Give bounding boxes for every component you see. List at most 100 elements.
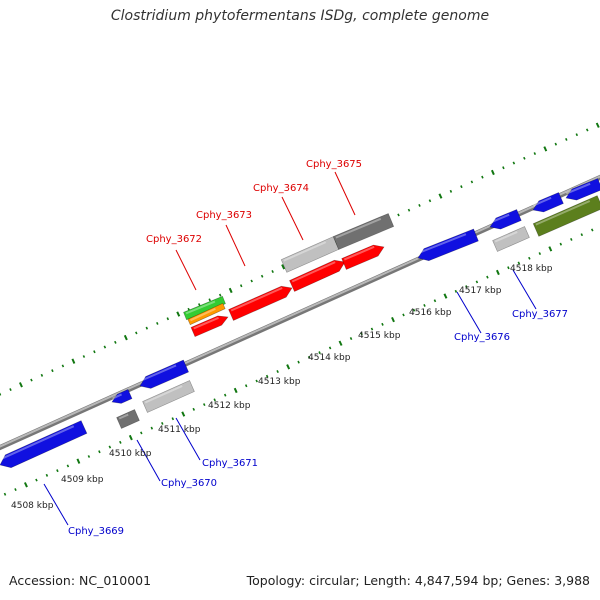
- gene-right-blue-2[interactable]: [565, 178, 600, 201]
- lower-tick: [265, 374, 269, 378]
- scale-label-4511: 4511 kbp: [158, 425, 201, 435]
- gene-cphy-3673[interactable]: [228, 285, 293, 321]
- upper-tick: [554, 142, 558, 146]
- gene-right-blue-1-shine: [532, 196, 552, 207]
- gene-cphy-3670-pseudo[interactable]: [116, 409, 140, 429]
- gene-label-cphy-3669[interactable]: Cphy_3669: [68, 526, 124, 537]
- lower-tick: [140, 431, 143, 435]
- upper-tick: [0, 392, 2, 396]
- upper-tick: [481, 175, 484, 179]
- scale-label-4510: 4510 kbp: [109, 449, 152, 459]
- upper-tick: [166, 317, 170, 321]
- upper-tick: [250, 279, 253, 283]
- upper-tick: [397, 213, 400, 217]
- upper-tick: [9, 388, 12, 392]
- lower-tick: [465, 285, 468, 289]
- lower-tick: [108, 445, 112, 449]
- upper-tick: [585, 128, 589, 132]
- gene-label-cphy-3671[interactable]: Cphy_3671: [202, 458, 258, 469]
- lower-tick: [233, 387, 238, 394]
- gene-cphy-3676-pseudo[interactable]: [492, 226, 530, 252]
- leader-cphy-3674: [281, 196, 304, 241]
- lower-tick: [528, 256, 531, 260]
- lower-tick: [475, 280, 479, 284]
- gene-label-cphy-3673[interactable]: Cphy_3673: [196, 210, 252, 221]
- trna-feature[interactable]: [187, 302, 226, 326]
- lower-tick: [45, 473, 49, 477]
- lower-tick: [192, 407, 196, 411]
- upper-tick: [93, 350, 96, 354]
- lower-tick: [66, 464, 70, 468]
- gene-right-blue-1[interactable]: [532, 192, 564, 213]
- gene-label-cphy-3672[interactable]: Cphy_3672: [146, 234, 202, 245]
- lower-tick: [391, 316, 395, 323]
- leader-cphy-3677: [512, 269, 537, 310]
- gene-cphy-3672[interactable]: [190, 315, 229, 337]
- lower-tick: [98, 450, 101, 454]
- upper-tick: [543, 146, 548, 152]
- gene-cphy-3676-shine: [417, 233, 467, 254]
- leader-cphy-3670: [136, 439, 161, 482]
- gene-cphy-3675-pseudo-shine: [335, 217, 382, 239]
- scale-label-4513: 4513 kbp: [258, 377, 301, 387]
- lower-tick: [381, 322, 384, 326]
- upper-tick: [470, 180, 474, 184]
- lower-tick: [119, 440, 122, 444]
- map-title: Clostridium phytofermentans ISDg, comple…: [110, 8, 490, 24]
- gene-label-cphy-3674[interactable]: Cphy_3674: [253, 183, 309, 194]
- leader-cphy-3675: [334, 171, 356, 216]
- gene-cphy-3674[interactable]: [289, 259, 346, 292]
- lower-tick: [548, 246, 553, 252]
- gene-other-right[interactable]: [532, 195, 600, 237]
- lower-tick: [360, 332, 363, 336]
- upper-tick: [228, 287, 233, 294]
- gene-cphy-3674-pseudo-shine: [283, 241, 327, 262]
- upper-tick: [418, 203, 421, 207]
- upper-tick: [18, 382, 23, 388]
- upper-tick: [407, 208, 411, 212]
- scale-label-4514: 4514 kbp: [308, 353, 351, 363]
- upper-tick: [512, 161, 516, 165]
- lower-tick: [286, 364, 291, 370]
- upper-tick: [428, 199, 432, 203]
- gene-cphy-3669[interactable]: [0, 420, 88, 469]
- upper-tick: [114, 340, 117, 344]
- gene-cphy-3671-pseudo[interactable]: [142, 380, 195, 413]
- gene-cphy-3675-shine: [343, 245, 375, 261]
- gene-label-cphy-3676[interactable]: Cphy_3676: [454, 332, 510, 343]
- gene-cphy-3675-pseudo[interactable]: [332, 213, 395, 250]
- upper-tick: [61, 364, 65, 368]
- lower-tick: [76, 458, 81, 464]
- trna-feature-shine: [190, 307, 216, 322]
- scale-labels: 4508 kbp 4509 kbp 4510 kbp 4511 kbp 4512…: [11, 264, 553, 511]
- lower-tick: [202, 403, 206, 407]
- upper-tick: [30, 378, 33, 382]
- gene-cphy-3671-pseudo-shine: [144, 385, 183, 404]
- leader-cphy-3673: [225, 224, 246, 267]
- lower-tick: [297, 360, 300, 364]
- gene-cphy-3676[interactable]: [417, 228, 479, 262]
- lower-tick: [150, 426, 154, 430]
- upper-tick: [239, 284, 243, 288]
- upper-tick: [197, 303, 201, 307]
- gene-cphy-3677[interactable]: [489, 209, 522, 230]
- gene-cphy-3676-pseudo-shine: [494, 231, 518, 243]
- gene-label-cphy-3675[interactable]: Cphy_3675: [306, 159, 362, 170]
- lower-tick: [538, 252, 542, 256]
- gene-label-cphy-3677[interactable]: Cphy_3677: [512, 309, 568, 320]
- gene-cphy-3671[interactable]: [139, 359, 189, 389]
- lower-tick: [402, 313, 405, 317]
- gene-label-cphy-3670[interactable]: Cphy_3670: [161, 478, 217, 489]
- gene-cphy-3670[interactable]: [111, 389, 133, 404]
- scale-label-4518: 4518 kbp: [510, 264, 553, 274]
- gene-cphy-3672-shine: [193, 316, 219, 330]
- lower-tick: [87, 455, 91, 458]
- upper-tick: [40, 373, 44, 377]
- gene-cphy-3675[interactable]: [341, 244, 385, 270]
- upper-tick: [260, 274, 264, 278]
- rrna-feature[interactable]: [183, 295, 226, 321]
- gene-cphy-3670-pseudo-shine: [118, 413, 129, 420]
- leader-cphy-3669: [43, 483, 69, 526]
- lower-tick: [454, 289, 458, 293]
- lower-tick: [276, 370, 279, 374]
